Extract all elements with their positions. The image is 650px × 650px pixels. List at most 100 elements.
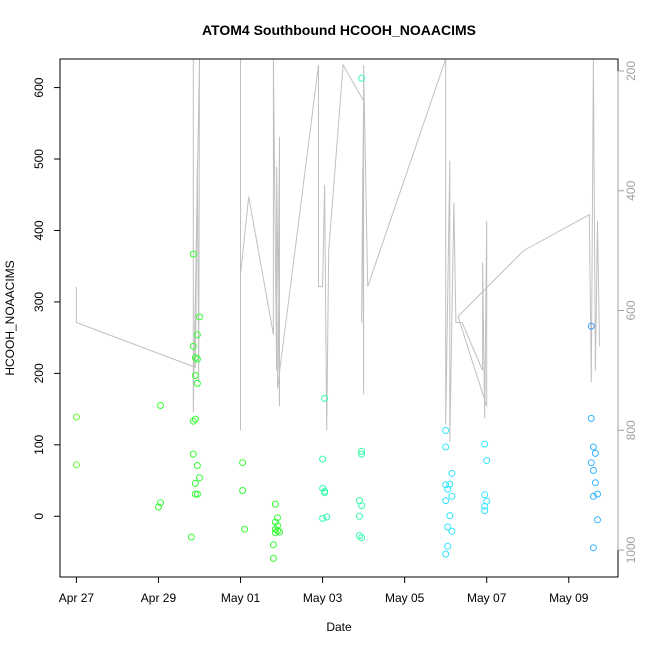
y2-axis-right: 200 400 600 800 1000 bbox=[617, 61, 638, 563]
data-point bbox=[196, 313, 203, 321]
data-point bbox=[241, 525, 249, 533]
data-point bbox=[444, 485, 452, 493]
data-point bbox=[274, 527, 281, 535]
y-tick-label: 600 bbox=[32, 77, 46, 97]
x-axis: Apr 27 Apr 29 May 01 May 03 May 05 May 07 May … bbox=[59, 576, 589, 605]
data-point bbox=[189, 342, 197, 350]
data-point bbox=[448, 527, 456, 535]
data-point bbox=[444, 542, 452, 550]
data-point bbox=[193, 462, 201, 469]
x-axis-label: Date bbox=[326, 620, 352, 634]
data-point bbox=[483, 457, 491, 464]
data-point bbox=[274, 514, 281, 522]
data-point bbox=[191, 415, 199, 423]
data-point bbox=[189, 450, 197, 458]
data-point bbox=[155, 503, 162, 511]
x-tick-label: May 09 bbox=[549, 591, 589, 605]
data-point bbox=[319, 514, 327, 522]
y-tick-label: 400 bbox=[32, 220, 46, 240]
data-point bbox=[356, 512, 363, 520]
data-point bbox=[589, 544, 597, 552]
data-point bbox=[442, 550, 450, 558]
data-point bbox=[269, 541, 277, 549]
data-point bbox=[594, 490, 601, 498]
y2-tick-label: 200 bbox=[624, 61, 638, 81]
y-tick-label: 500 bbox=[32, 149, 46, 169]
data-point bbox=[358, 502, 366, 510]
data-point bbox=[189, 417, 197, 425]
data-point bbox=[358, 74, 366, 82]
data-point bbox=[276, 528, 283, 536]
data-point bbox=[444, 523, 452, 531]
data-point bbox=[193, 355, 201, 363]
plot-frame bbox=[59, 58, 619, 578]
x-tick-label: Apr 27 bbox=[59, 591, 95, 605]
data-point bbox=[239, 487, 247, 494]
data-point bbox=[274, 522, 281, 530]
data-point bbox=[587, 322, 595, 330]
data-point bbox=[193, 331, 201, 339]
data-point bbox=[189, 250, 197, 258]
x-tick-label: Apr 29 bbox=[141, 591, 177, 605]
data-point bbox=[193, 379, 201, 387]
data-point bbox=[587, 414, 595, 422]
data-point bbox=[187, 533, 195, 541]
data-point bbox=[356, 532, 363, 540]
x-tick-label: May 03 bbox=[303, 591, 343, 605]
y-tick-label: 0 bbox=[32, 513, 46, 520]
y2-tick-label: 800 bbox=[624, 420, 638, 440]
data-point bbox=[191, 372, 199, 379]
data-point bbox=[448, 492, 456, 500]
data-point bbox=[271, 529, 279, 537]
data-point bbox=[448, 469, 456, 477]
data-point bbox=[446, 512, 454, 520]
y-axis: 0 100 200 300 400 500 600 bbox=[32, 77, 61, 520]
data-point bbox=[442, 427, 450, 434]
data-point bbox=[591, 479, 599, 487]
data-point bbox=[589, 467, 597, 474]
data-point bbox=[72, 413, 80, 421]
secondary-line-layer bbox=[75, 58, 600, 443]
data-point bbox=[321, 394, 329, 402]
data-point bbox=[193, 490, 201, 498]
data-point bbox=[191, 490, 199, 498]
y2-tick-label: 600 bbox=[624, 300, 638, 320]
secondary-line bbox=[75, 58, 600, 443]
data-point bbox=[481, 507, 489, 515]
y2-tick-label: 1000 bbox=[624, 536, 638, 563]
data-point bbox=[157, 499, 164, 507]
data-point bbox=[319, 455, 327, 463]
data-point bbox=[481, 440, 489, 448]
data-point bbox=[191, 479, 199, 487]
data-point bbox=[587, 459, 595, 467]
data-point bbox=[321, 487, 329, 495]
y2-tick-label: 400 bbox=[624, 180, 638, 200]
data-point bbox=[442, 497, 450, 505]
y-tick-label: 200 bbox=[32, 363, 46, 383]
x-tick-label: May 05 bbox=[385, 591, 425, 605]
data-point bbox=[358, 447, 366, 455]
data-point bbox=[323, 513, 331, 521]
data-point bbox=[481, 502, 489, 510]
y-tick-label: 100 bbox=[32, 434, 46, 454]
data-point bbox=[157, 402, 164, 409]
data-point bbox=[358, 450, 366, 458]
data-point bbox=[271, 500, 279, 508]
data-point bbox=[72, 461, 80, 469]
data-point bbox=[589, 443, 597, 451]
chart-title: ATOM4 Southbound HCOOH_NOAACIMS bbox=[202, 22, 476, 38]
data-point bbox=[594, 516, 601, 524]
data-point bbox=[481, 491, 489, 499]
points-layer bbox=[72, 74, 601, 562]
x-tick-label: May 07 bbox=[467, 591, 507, 605]
data-point bbox=[271, 518, 279, 526]
x-tick-label: May 01 bbox=[221, 591, 261, 605]
y-tick-label: 300 bbox=[32, 292, 46, 312]
y-axis-label: HCOOH_NOAACIMS bbox=[3, 260, 17, 375]
data-point bbox=[589, 492, 597, 500]
data-point bbox=[191, 354, 199, 362]
data-point bbox=[196, 474, 203, 482]
data-point bbox=[239, 459, 247, 467]
data-point bbox=[442, 481, 450, 489]
